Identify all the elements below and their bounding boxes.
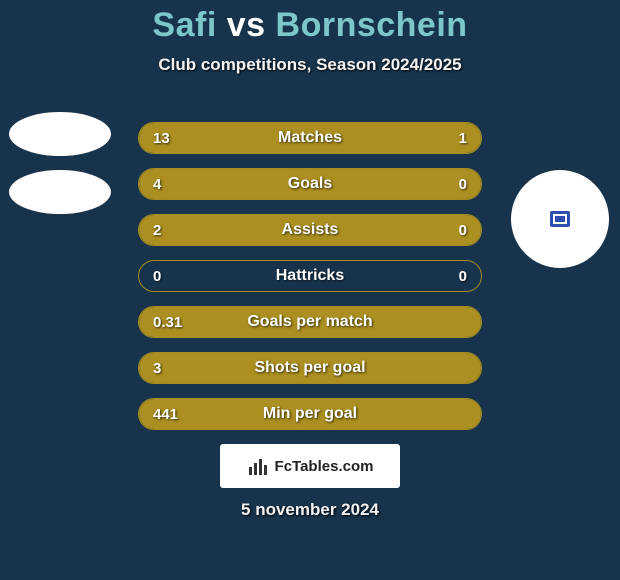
stat-fill-left: [139, 353, 481, 383]
stat-fill-left: [139, 399, 481, 429]
stat-row: 0.31Goals per match: [138, 306, 482, 338]
stat-value-left: 0: [153, 261, 161, 291]
comparison-title: Safi vs Bornschein: [0, 0, 620, 45]
brand-text: FcTables.com: [275, 458, 374, 475]
title-player2: Bornschein: [276, 6, 468, 44]
generation-date: 5 november 2024: [0, 500, 620, 520]
stat-row: 0 0Hattricks: [138, 260, 482, 292]
stat-row: 441Min per goal: [138, 398, 482, 430]
stat-fill-left: [139, 123, 402, 153]
left-player-avatar: [9, 112, 111, 156]
brand-badge: FcTables.com: [220, 444, 400, 488]
comparison-subtitle: Club competitions, Season 2024/2025: [0, 55, 620, 75]
bars-icon: [247, 455, 269, 477]
stat-fill-left: [139, 215, 481, 245]
comparison-bars: 131Matches 40Goals 20Assists 0 0Hattricks 0.3…: [138, 122, 482, 430]
stat-label: Hattricks: [139, 261, 481, 291]
title-vs: vs: [227, 6, 266, 44]
right-photo-column: [500, 112, 620, 268]
left-photo-column: [0, 112, 120, 214]
shield-icon: [540, 199, 580, 239]
title-player1: Safi: [152, 6, 216, 44]
stat-row: 131Matches: [138, 122, 482, 154]
shield-icon: [30, 178, 90, 206]
stat-fill-left: [139, 307, 481, 337]
right-club-badge: [511, 170, 609, 268]
stat-row: 3Shots per goal: [138, 352, 482, 384]
stat-value-right: 0: [459, 261, 467, 291]
stat-row: 20Assists: [138, 214, 482, 246]
stat-fill-left: [139, 169, 481, 199]
stat-fill-right: [402, 123, 481, 153]
person-icon: [30, 120, 90, 148]
left-club-badge: [9, 170, 111, 214]
stat-row: 40Goals: [138, 168, 482, 200]
